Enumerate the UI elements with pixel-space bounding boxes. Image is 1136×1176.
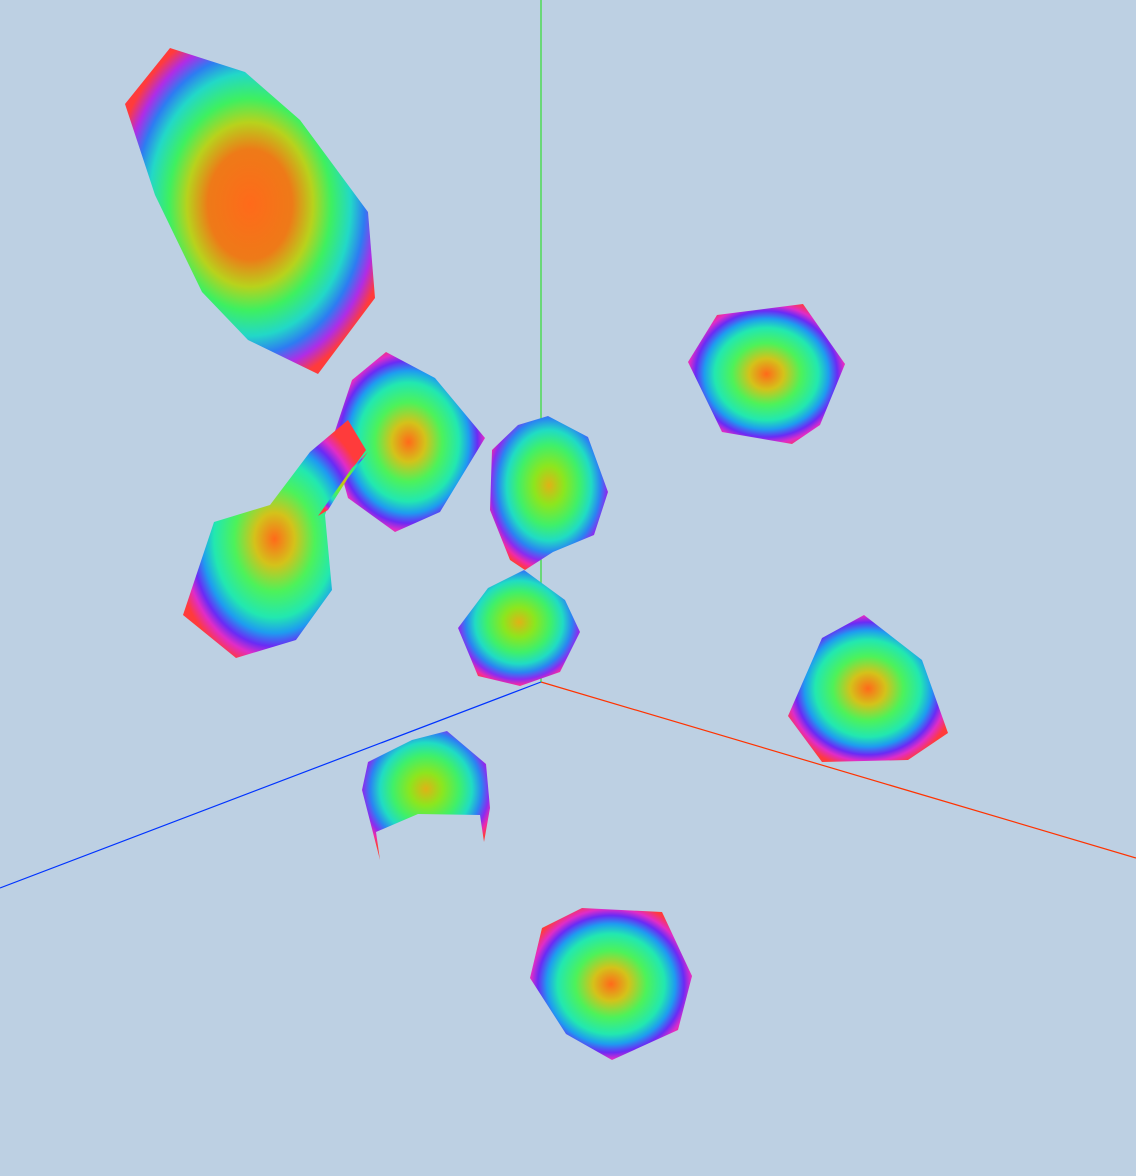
blob-2 bbox=[332, 352, 485, 532]
blobs-group bbox=[125, 48, 948, 1060]
blob-5 bbox=[458, 570, 580, 686]
blob-6 bbox=[688, 304, 845, 444]
blob-1 bbox=[125, 48, 375, 374]
axes-group bbox=[0, 0, 1136, 889]
blob-7 bbox=[788, 615, 948, 762]
blob-10 bbox=[318, 452, 368, 516]
blob-8 bbox=[362, 731, 490, 860]
blob-4 bbox=[490, 416, 608, 570]
blob-3 bbox=[183, 420, 366, 658]
z-axis bbox=[0, 681, 542, 889]
x-axis bbox=[540, 681, 1136, 859]
blob-9 bbox=[530, 908, 692, 1060]
